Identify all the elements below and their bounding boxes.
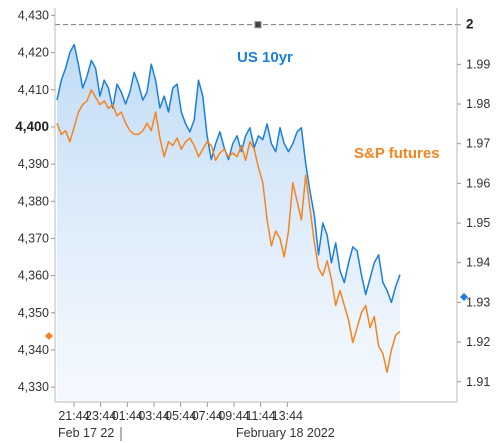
right-tick-label: 2: [466, 17, 474, 32]
sp-futures-series-label: S&P futures: [354, 145, 440, 162]
x-tick-label: 05:44: [165, 409, 196, 423]
x-tick-label: 09:44: [218, 409, 249, 423]
x-tick-label: 03:44: [138, 409, 169, 423]
left-tick-label: 4,330: [18, 380, 49, 394]
us10yr-series-label: US 10yr: [237, 49, 293, 66]
right-tick-label: 1.93: [466, 295, 490, 309]
sp-futures-line: [56, 89, 401, 374]
right-tick-label: 1.98: [466, 97, 490, 111]
x-tick-label: 07:44: [192, 409, 223, 423]
left-tick-label: 4,400: [15, 119, 49, 134]
date-label-feb17: Feb 17 22: [58, 426, 114, 440]
right-tick-label: 1.94: [466, 256, 490, 270]
x-tick-label: 13:44: [272, 409, 303, 423]
sp-futures-last-value-marker: [45, 332, 53, 340]
right-axis-ticks: 1.91 1.92 1.93 1.94 1.95 1.96 1.97 1.98 1.99 2: [457, 17, 490, 389]
us10yr-line: [56, 43, 401, 304]
x-tick-label: 21:44: [58, 409, 89, 423]
x-tick-label: 01:44: [112, 409, 143, 423]
left-tick-label: 4,340: [18, 343, 49, 357]
left-tick-label: 4,360: [18, 269, 49, 283]
left-tick-label: 4,410: [18, 83, 49, 97]
right-tick-label: 1.97: [466, 137, 490, 151]
left-tick-label: 4,420: [18, 46, 49, 60]
left-tick-label: 4,350: [18, 306, 49, 320]
right-tick-label: 1.99: [466, 57, 490, 71]
left-axis-ticks: 4,330 4,340 4,350 4,360 4,370 4,380 4,390 4,400…: [15, 8, 55, 394]
us10yr-area: [57, 44, 400, 402]
x-tick-label: 11:44: [245, 409, 275, 423]
x-tick-label: 23:44: [85, 409, 116, 423]
right-tick-label: 1.96: [466, 176, 490, 190]
us10yr-last-value-marker: [460, 293, 468, 301]
left-tick-label: 4,430: [18, 8, 49, 22]
right-tick-label: 1.95: [466, 216, 490, 230]
left-tick-label: 4,390: [18, 157, 49, 171]
reference-marker: [254, 21, 262, 29]
x-axis-ticks: 21:4423:4401:4403:4405:4407:4409:4411:44…: [58, 402, 303, 423]
right-tick-label: 1.91: [466, 375, 490, 389]
right-tick-label: 1.92: [466, 335, 490, 349]
left-tick-label: 4,370: [18, 231, 49, 245]
plot-area: [55, 21, 457, 402]
date-label-feb18: February 18 2022: [236, 426, 335, 440]
left-tick-label: 4,380: [18, 194, 49, 208]
